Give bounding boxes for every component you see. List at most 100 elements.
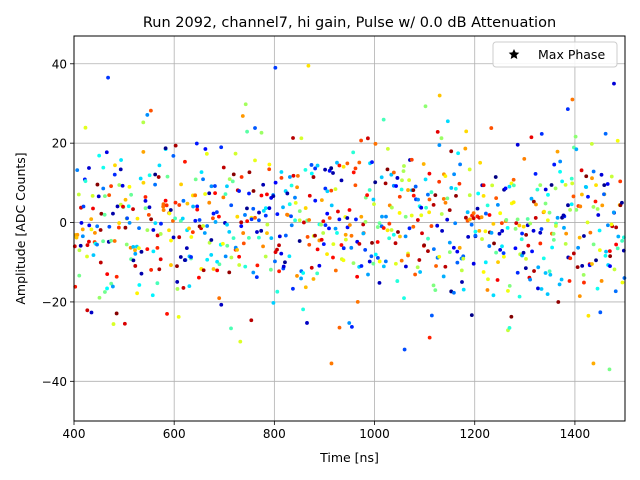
data-point <box>220 241 225 246</box>
data-point <box>229 255 234 260</box>
data-point <box>525 217 530 221</box>
data-point <box>439 136 444 141</box>
data-point <box>194 141 199 146</box>
data-point <box>233 151 238 156</box>
data-point <box>417 258 422 262</box>
data-point <box>581 272 586 277</box>
data-point <box>457 245 462 250</box>
data-point <box>483 229 488 234</box>
data-point <box>259 228 264 233</box>
data-point <box>433 288 438 293</box>
data-point <box>582 280 586 285</box>
data-point <box>492 241 496 246</box>
data-point <box>377 221 382 226</box>
data-point <box>104 150 109 155</box>
data-point <box>493 175 498 179</box>
data-point <box>341 246 346 251</box>
data-point <box>141 120 146 125</box>
data-point <box>355 300 360 304</box>
data-point <box>349 233 354 238</box>
data-point <box>353 166 358 171</box>
data-point <box>473 233 478 238</box>
data-point <box>176 314 181 319</box>
data-point <box>347 321 352 325</box>
data-point <box>127 184 132 189</box>
data-point <box>253 158 257 163</box>
data-point <box>370 240 374 245</box>
data-point <box>615 138 620 143</box>
data-point <box>259 130 264 135</box>
plot-area-frame <box>73 35 626 422</box>
data-point <box>126 204 131 209</box>
data-point <box>551 237 556 242</box>
data-point <box>536 286 540 291</box>
data-point <box>605 182 610 186</box>
data-point <box>491 221 496 226</box>
data-point <box>539 227 544 231</box>
data-point <box>153 172 158 177</box>
data-point <box>179 182 183 187</box>
data-point <box>579 168 584 173</box>
data-point <box>111 322 116 326</box>
data-point <box>114 311 119 316</box>
data-point <box>375 225 380 229</box>
data-point <box>598 310 603 315</box>
data-point <box>261 244 265 249</box>
data-point <box>471 216 476 221</box>
data-point <box>145 228 150 233</box>
data-point <box>299 136 304 141</box>
data-point <box>221 195 226 200</box>
data-point <box>127 220 132 225</box>
data-point <box>553 224 558 228</box>
data-point <box>423 177 428 182</box>
data-point <box>93 231 97 235</box>
data-point <box>231 236 236 241</box>
data-point <box>426 192 430 197</box>
data-point <box>177 203 182 207</box>
data-point <box>321 242 326 247</box>
data-point <box>591 361 596 366</box>
data-point <box>407 226 412 231</box>
data-point <box>148 108 153 113</box>
data-point <box>469 222 474 227</box>
data-point <box>373 180 378 185</box>
data-point <box>393 241 398 246</box>
data-point <box>303 167 308 172</box>
data-point <box>584 174 589 179</box>
data-point <box>147 173 152 178</box>
data-point <box>301 271 306 275</box>
x-tick-label: 1400 <box>560 427 591 441</box>
data-point <box>239 220 244 225</box>
y-tick-label: 40 <box>52 57 67 71</box>
data-point <box>285 212 289 217</box>
data-point <box>158 257 163 262</box>
data-point <box>201 224 206 228</box>
data-point <box>471 261 476 266</box>
data-point <box>319 237 324 242</box>
data-point <box>171 235 176 240</box>
data-point <box>289 183 294 188</box>
data-point <box>95 242 99 247</box>
data-point <box>413 272 418 277</box>
data-point <box>180 216 185 221</box>
data-point <box>594 258 598 263</box>
data-point <box>309 265 314 270</box>
data-point <box>273 259 277 264</box>
data-point <box>413 184 418 189</box>
data-point <box>335 160 339 165</box>
data-point <box>87 239 91 244</box>
data-point <box>385 167 390 172</box>
data-point <box>409 157 414 162</box>
data-point <box>135 216 140 221</box>
data-point <box>359 214 364 219</box>
data-point <box>602 192 606 197</box>
data-point <box>379 175 384 180</box>
data-point <box>247 170 252 175</box>
data-point <box>387 236 392 241</box>
data-point <box>321 231 326 235</box>
data-point <box>440 228 444 233</box>
data-point <box>614 242 619 247</box>
data-point <box>219 302 224 307</box>
data-point <box>199 170 204 175</box>
data-point <box>451 290 456 295</box>
